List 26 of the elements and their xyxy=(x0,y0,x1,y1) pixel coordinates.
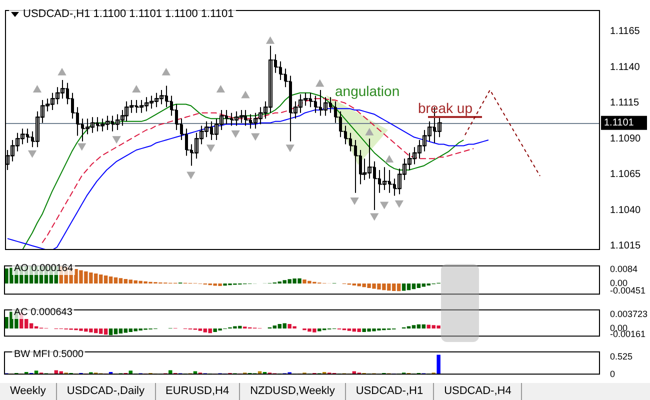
text: Weekly xyxy=(0,383,57,400)
y-tick-label: 0.00 xyxy=(610,278,628,288)
text: NZDUSD,Weekly xyxy=(240,383,346,400)
y-tick-label: 1.1015 xyxy=(610,240,642,252)
y-tick-label: 1.1140 xyxy=(610,62,640,73)
y-tick-label: 0 xyxy=(610,369,616,380)
chart-title: AO 0.000164 xyxy=(14,263,73,275)
chart-title: AC 0.000643 xyxy=(14,307,72,319)
text: USDCAD-,Daily xyxy=(56,383,156,400)
y-tick-label: 0.0084 xyxy=(610,264,638,274)
chart-title: BW MFI 0.5000 xyxy=(14,349,84,361)
annotation: break up xyxy=(418,100,473,116)
text: USDCAD-,H1 xyxy=(346,383,434,400)
y-tick-label: 1.1090 xyxy=(610,133,642,144)
y-tick-label: 1.1065 xyxy=(610,169,642,180)
ref-line-label: 1.1101 xyxy=(604,118,634,129)
chart-title: USDCAD-,H1 1.1100 1.1101 1.1100 1.1101 xyxy=(23,8,234,20)
text: USDCAD-,H4 xyxy=(434,383,522,400)
y-tick-label: 1.1115 xyxy=(610,98,640,109)
y-tick-label: 1.1165 xyxy=(610,26,640,38)
text: EURUSD,H4 xyxy=(156,383,240,400)
y-tick-label: 1.1040 xyxy=(610,204,642,216)
annotation: angulation xyxy=(335,83,400,99)
y-tick-label: 0.525 xyxy=(610,352,633,362)
y-tick-label: -0.00451 xyxy=(610,285,646,296)
y-tick-label: 0.003723 xyxy=(610,308,648,319)
